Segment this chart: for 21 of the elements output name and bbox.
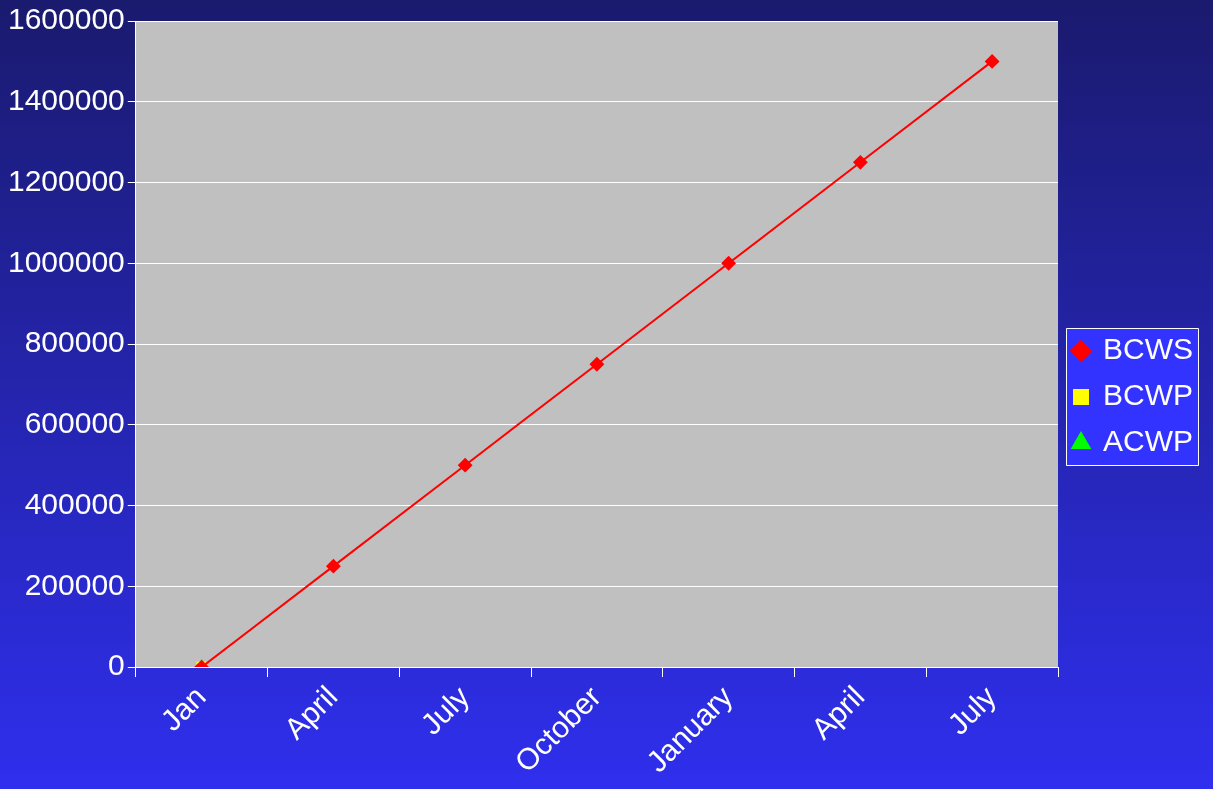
x-tick-label: July — [414, 679, 476, 741]
y-tick-label: 800000 — [24, 325, 125, 359]
legend-label: ACWP — [1103, 424, 1193, 458]
point — [985, 54, 1000, 69]
point — [589, 357, 604, 372]
x-tick-label: July — [941, 679, 1003, 741]
x-tick-label: Jan — [154, 679, 212, 738]
y-tick-label: 1200000 — [8, 163, 125, 197]
point — [721, 256, 736, 271]
y-tick-label: 400000 — [24, 486, 125, 520]
y-tick-label: 1000000 — [8, 244, 125, 278]
point — [326, 559, 341, 574]
legend-label: BCWS — [1103, 332, 1193, 366]
legend-label: BCWP — [1103, 378, 1193, 412]
y-tick-label: 1600000 — [8, 2, 125, 36]
y-tick-label: 600000 — [24, 406, 125, 440]
point — [853, 155, 868, 170]
y-tick-label: 0 — [108, 648, 125, 682]
y-tick-label: 1400000 — [8, 83, 125, 117]
y-tick-label: 200000 — [24, 567, 125, 601]
point — [458, 458, 473, 473]
